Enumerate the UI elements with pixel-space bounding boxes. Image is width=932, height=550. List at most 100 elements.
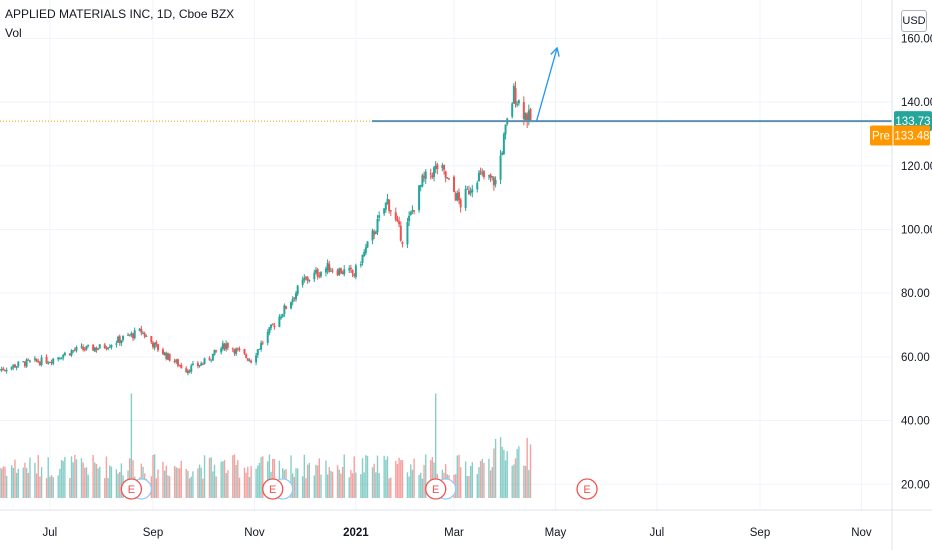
currency-button[interactable]: USD	[901, 10, 927, 32]
candle-body	[378, 215, 381, 218]
candle-body	[2, 368, 5, 371]
volume-bar	[301, 476, 304, 498]
candle-body	[38, 362, 41, 365]
premarket-badge[interactable]	[870, 125, 930, 146]
candle-body	[471, 189, 474, 193]
candle-body	[213, 349, 216, 355]
candle-body	[398, 221, 401, 225]
candle-body	[236, 348, 239, 350]
candle-body	[256, 349, 259, 356]
candle-body	[424, 171, 427, 179]
earnings-marker-label: E	[269, 484, 276, 496]
candle-body	[196, 362, 199, 366]
candle-body	[494, 179, 497, 185]
volume-bar	[365, 455, 367, 498]
volume-bar	[168, 476, 171, 498]
volume-bar	[516, 448, 518, 498]
volume-bar	[22, 467, 24, 498]
candle-body	[45, 356, 48, 364]
earnings-marker[interactable]	[425, 478, 447, 500]
price-badges: 133.73 Pre 133.48	[870, 111, 932, 146]
volume-bar	[503, 449, 505, 498]
volume-bar	[431, 456, 434, 498]
volume-label[interactable]: Vol	[5, 26, 22, 40]
volume-bar	[94, 462, 96, 498]
candle-body	[481, 172, 484, 175]
price-tick-label: 60.00	[901, 352, 930, 364]
volume-bar	[25, 467, 28, 498]
candle-body	[383, 208, 386, 214]
price-tick-label: 120.00	[901, 161, 932, 173]
volume-bar	[328, 467, 330, 498]
candle-body	[501, 152, 504, 155]
candle-body	[165, 352, 168, 359]
earnings-marker[interactable]	[120, 478, 143, 500]
last-price-value: 133.73	[895, 116, 930, 128]
volume-bar	[385, 459, 387, 498]
candle-body	[319, 272, 322, 277]
candle-body	[308, 279, 311, 282]
volume-bar	[423, 464, 425, 498]
volume-bar	[386, 456, 389, 498]
volume-bar	[39, 476, 41, 498]
volume-bar	[425, 454, 427, 498]
volume-bar	[343, 454, 345, 498]
candle-body	[517, 100, 520, 104]
candle-body	[361, 254, 364, 263]
candle-body	[10, 366, 13, 370]
candle-body	[68, 353, 71, 356]
candle-body	[210, 359, 213, 361]
candle-body	[423, 176, 426, 178]
candle-body	[110, 345, 113, 348]
earnings-marker[interactable]	[576, 478, 598, 500]
candle-body	[47, 362, 50, 364]
volume-bar	[62, 461, 64, 498]
volume-bar	[120, 463, 123, 498]
volume-bar	[130, 393, 133, 498]
earnings-marker[interactable]	[262, 478, 284, 500]
volume-bar	[395, 460, 397, 498]
volume-bar	[351, 473, 354, 498]
volume-bar	[421, 478, 424, 498]
volume-bar	[87, 474, 89, 498]
time-tick-label: Nov	[851, 527, 872, 539]
volume-bar	[293, 477, 296, 498]
candle-body	[266, 332, 269, 343]
candle-body	[35, 359, 38, 362]
candle-body	[271, 323, 274, 325]
volume-bar	[153, 454, 156, 498]
volume-bar	[518, 446, 520, 498]
volume-bar	[192, 471, 194, 498]
volume-bar	[295, 468, 297, 498]
candle-body	[238, 348, 241, 350]
volume-bar	[326, 474, 329, 498]
candle-body	[176, 359, 179, 366]
volume-bar	[178, 468, 181, 498]
time-tick-label: May	[545, 527, 567, 539]
volume-bar	[72, 462, 74, 498]
candle-body	[62, 354, 65, 358]
projection-arrow[interactable]	[535, 47, 558, 122]
candle-body	[92, 344, 95, 351]
volume-bar	[514, 458, 517, 498]
candle-body	[52, 358, 55, 364]
candle-body	[166, 353, 169, 360]
candle-body	[526, 114, 529, 122]
volume-bar	[223, 459, 226, 498]
volume-bar	[57, 475, 59, 498]
volume-bar	[215, 476, 217, 498]
volume-bar	[258, 462, 261, 498]
volume-bar	[331, 471, 334, 498]
candle-body	[326, 262, 329, 271]
candle-body	[120, 340, 123, 344]
symbol-title[interactable]: APPLIED MATERIALS INC, 1D, Cboe BZX	[5, 7, 235, 21]
volume-bar	[197, 468, 199, 498]
volume-bar	[499, 437, 502, 498]
candle-body	[388, 199, 391, 211]
candle-body	[436, 164, 439, 170]
volume-bar	[401, 460, 404, 498]
price-tick-label: 100.00	[901, 224, 932, 236]
volume-bar	[245, 472, 247, 498]
candle-body	[191, 363, 194, 366]
